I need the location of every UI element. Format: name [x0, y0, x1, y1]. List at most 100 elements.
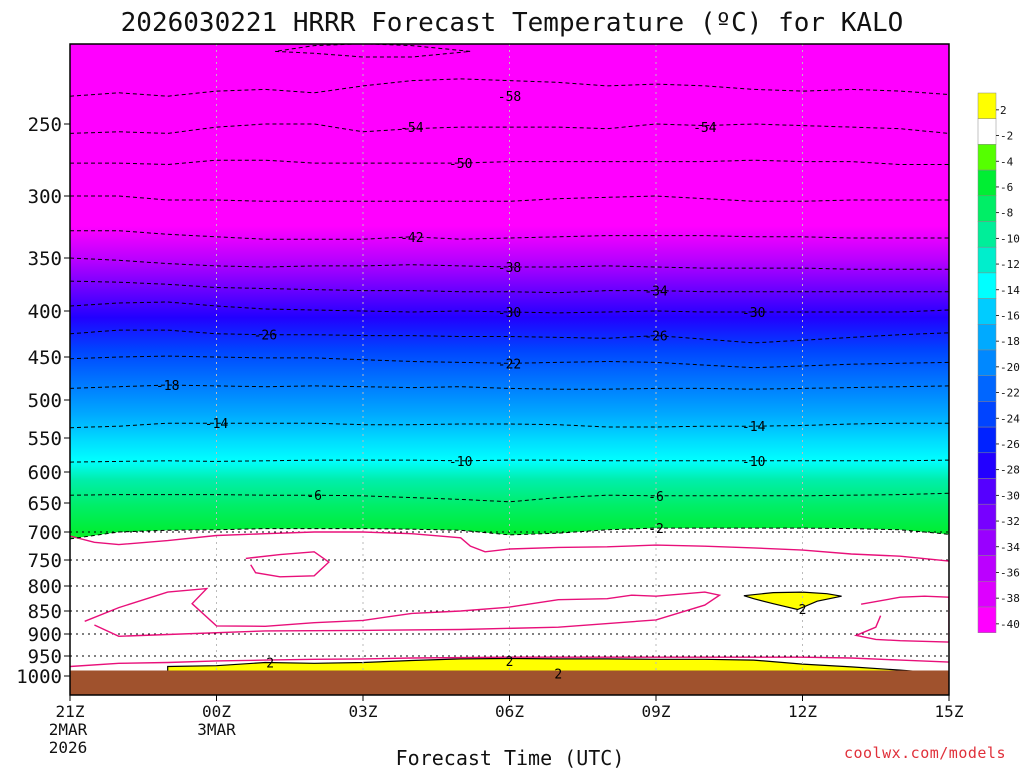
ground-surface — [70, 670, 949, 695]
colorbar-swatch — [977, 272, 997, 299]
colorbar-label: -22 — [1000, 387, 1020, 400]
colorbar-swatch — [977, 555, 997, 582]
colorbar-label: -6 — [1000, 181, 1013, 194]
colorbar-label: -10 — [1000, 232, 1020, 245]
colorbar-label: -28 — [1000, 464, 1020, 477]
colorbar-swatch — [977, 529, 997, 556]
contour-label: -14 — [205, 417, 229, 432]
contour-label: 2 — [799, 603, 807, 618]
colorbar-swatch — [977, 606, 997, 633]
x-tick-label: 3MAR — [197, 720, 236, 739]
colorbar-label: -2 — [1000, 130, 1013, 143]
y-tick-label: 450 — [28, 347, 62, 369]
colorbar-swatch — [977, 298, 997, 325]
warm-region-1 — [743, 591, 842, 611]
colorbar-label: -30 — [1000, 489, 1020, 502]
colorbar-swatch — [977, 324, 997, 351]
y-tick-label: 850 — [28, 601, 62, 623]
colorbar-swatch — [977, 452, 997, 479]
credit-link[interactable]: coolwx.com/models — [843, 744, 1006, 762]
contour-label: 2 — [506, 655, 514, 670]
contour-label: 2 — [266, 657, 274, 672]
contour-label: -2 — [648, 522, 664, 537]
contour-label: -6 — [648, 490, 664, 505]
colorbar-label: -24 — [1000, 412, 1020, 425]
contour-label: -50 — [449, 157, 472, 172]
colorbar-label: -4 — [1000, 155, 1014, 168]
colorbar-swatch — [977, 221, 997, 248]
y-tick-label: 1000 — [16, 666, 62, 688]
colorbar-label: -26 — [1000, 438, 1020, 451]
colorbar-swatch — [977, 118, 997, 145]
y-tick-label: 600 — [28, 462, 62, 484]
isotherm-0c-1 — [245, 551, 330, 578]
x-axis-label: Forecast Time (UTC) — [396, 746, 625, 768]
colorbar-label: -14 — [1000, 284, 1020, 297]
x-tick-label: 12Z — [788, 702, 817, 721]
y-tick-label: 950 — [28, 646, 62, 668]
contour-label: -30 — [498, 306, 521, 321]
x-tick-label: 03Z — [349, 702, 378, 721]
contour-label: -10 — [742, 455, 765, 470]
colorbar-label: -16 — [1000, 309, 1020, 322]
above-freezing-layer — [70, 528, 949, 695]
colorbar-swatch — [977, 581, 997, 608]
x-tick-label: 2MAR — [49, 720, 88, 739]
y-tick-label: 700 — [28, 522, 62, 544]
y-tick-label: 350 — [28, 248, 62, 270]
contour-label: -14 — [742, 420, 766, 435]
colorbar-label: 2 — [1000, 104, 1007, 117]
y-tick-label: 650 — [28, 493, 62, 515]
contour-label: -30 — [742, 306, 765, 321]
x-tick-label: 06Z — [495, 702, 524, 721]
colorbar-label: -36 — [1000, 566, 1020, 579]
colorbar-swatch — [977, 349, 997, 376]
isotherm-0c-2 — [84, 587, 722, 638]
x-tick-label: 15Z — [935, 702, 964, 721]
isotherm-0c-4 — [70, 656, 949, 668]
colorbar-swatch — [977, 426, 997, 454]
colorbar-swatch — [977, 144, 997, 171]
contour-label: -38 — [498, 261, 521, 276]
y-tick-label: 500 — [28, 390, 62, 412]
contour-label: -26 — [644, 330, 667, 345]
colorbar-label: -38 — [1000, 592, 1020, 605]
y-tick-label: 800 — [28, 576, 62, 598]
plot-area: -58-54 -54-50-42-38-34-30 -30-26 -26-22-18-… — [70, 44, 949, 695]
contour-label: -6 — [306, 489, 322, 504]
y-tick-label: 900 — [28, 624, 62, 646]
contour-label: -54 — [400, 121, 424, 136]
x-tick-label: 00Z — [202, 702, 231, 721]
y-tick-label: 550 — [28, 428, 62, 450]
colorbar-swatch — [977, 169, 997, 197]
contour-label: 2 — [554, 667, 562, 682]
colorbar-swatch — [977, 503, 997, 531]
contour-label: -10 — [449, 455, 472, 470]
isotherm-0c-0 — [70, 531, 949, 562]
contour-label: -42 — [400, 231, 423, 246]
contour-label: -34 — [644, 285, 668, 300]
x-tick-label: 09Z — [642, 702, 671, 721]
x-tick-label: 2026 — [49, 738, 88, 757]
isotherm-0c-3 — [853, 595, 949, 643]
colorbar-label: -20 — [1000, 361, 1020, 374]
colorbar-label: -32 — [1000, 515, 1020, 528]
colorbar-swatch — [977, 246, 997, 274]
colorbar-label: -8 — [1000, 207, 1013, 220]
contour-label: -58 — [498, 90, 521, 105]
color-legend: 2 -2 -4 -6 -8 -10 -12 -14 -16 -18 -20 -22 -24 -26 -28 -… — [977, 92, 1020, 633]
contour-label: -18 — [156, 379, 179, 394]
colorbar-swatch — [977, 195, 997, 222]
contour-line — [70, 527, 949, 540]
contour-line-top — [275, 44, 471, 58]
colorbar-label: -12 — [1000, 258, 1020, 271]
colorbar-swatch — [977, 478, 997, 505]
colorbar-swatch — [977, 401, 997, 428]
y-tick-label: 250 — [28, 114, 62, 136]
colorbar-swatch — [977, 375, 997, 402]
y-tick-label: 400 — [28, 301, 62, 323]
y-tick-label: 750 — [28, 550, 62, 572]
colorbar-label: -18 — [1000, 335, 1020, 348]
contour-label: -54 — [693, 121, 717, 136]
